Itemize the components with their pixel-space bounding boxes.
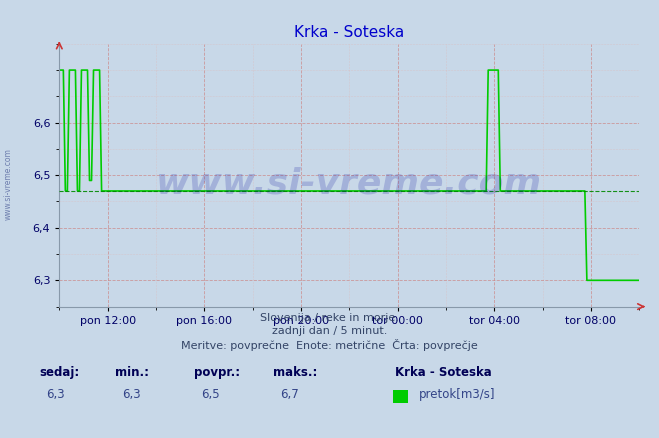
Text: 6,3: 6,3 [122, 388, 140, 401]
Text: 6,3: 6,3 [46, 388, 65, 401]
Text: sedaj:: sedaj: [40, 366, 80, 379]
Text: Slovenija / reke in morje.: Slovenija / reke in morje. [260, 313, 399, 323]
Text: Krka - Soteska: Krka - Soteska [395, 366, 492, 379]
Text: maks.:: maks.: [273, 366, 318, 379]
Text: povpr.:: povpr.: [194, 366, 241, 379]
Title: Krka - Soteska: Krka - Soteska [294, 25, 405, 40]
Text: Meritve: povprečne  Enote: metrične  Črta: povprečje: Meritve: povprečne Enote: metrične Črta:… [181, 339, 478, 351]
Text: 6,7: 6,7 [280, 388, 299, 401]
Text: www.si-vreme.com: www.si-vreme.com [4, 148, 13, 220]
Text: pretok[m3/s]: pretok[m3/s] [418, 388, 495, 401]
Text: 6,5: 6,5 [201, 388, 219, 401]
Text: zadnji dan / 5 minut.: zadnji dan / 5 minut. [272, 326, 387, 336]
Text: min.:: min.: [115, 366, 150, 379]
Text: www.si-vreme.com: www.si-vreme.com [156, 166, 542, 200]
